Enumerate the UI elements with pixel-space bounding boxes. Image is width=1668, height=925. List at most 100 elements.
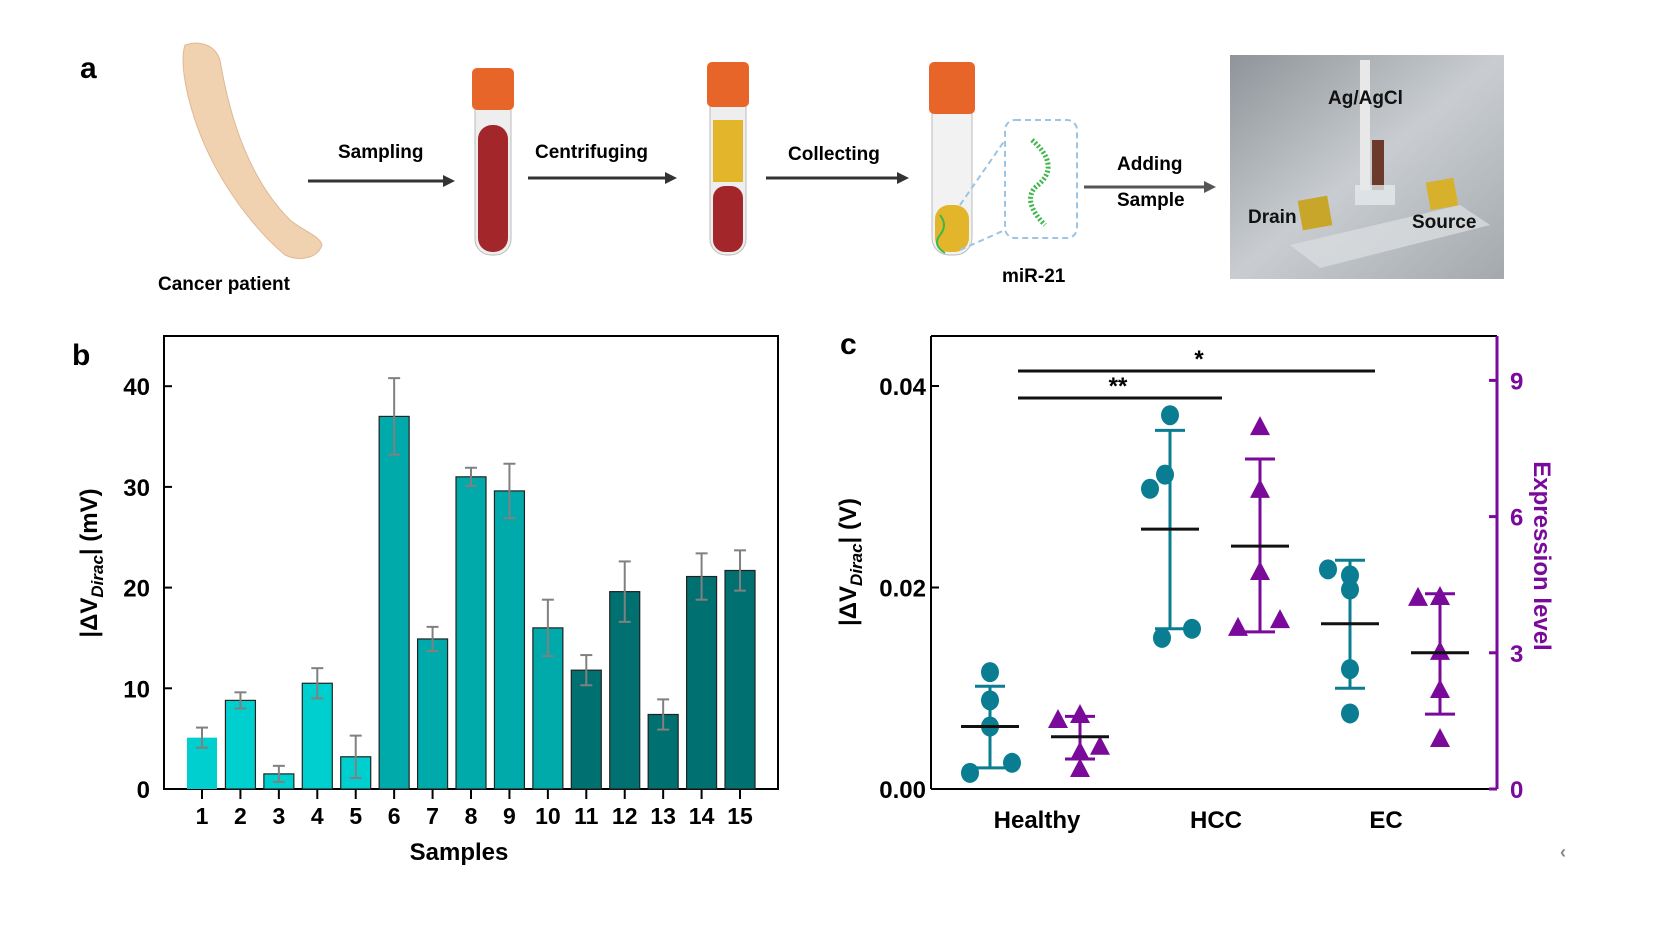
data-point-circle [981, 690, 999, 711]
x-tick-label-b: 7 [426, 803, 439, 829]
data-point-circle [981, 662, 999, 683]
data-point-triangle [1048, 708, 1068, 728]
y2-axis-label-c: Expression level [1528, 461, 1555, 650]
arrow-centrifuging [528, 172, 677, 184]
x-tick-label-b: 10 [535, 803, 561, 829]
x-axis-label-b: Samples [410, 839, 509, 866]
y-tick-label-c: 0.04 [879, 374, 926, 401]
x-tick-label-b: 1 [196, 803, 209, 829]
step-centrifuging: Centrifuging [535, 142, 648, 163]
data-point-triangle [1070, 758, 1090, 778]
data-point-circle [961, 762, 979, 783]
panel-c-scatter-chart: c |ΔVDirac| (V) Expression level 0.00 0.0… [835, 328, 1555, 834]
y-tick-label-b: 0 [137, 777, 150, 804]
significance-label: * [1194, 346, 1204, 373]
step-collecting: Collecting [788, 144, 880, 165]
mirna-zoom-box [959, 119, 1078, 251]
device-photo: Ag/AgCl Drain Source [1230, 55, 1504, 279]
x-tick-label-b: 6 [388, 803, 401, 829]
y-tick-label-b: 10 [123, 676, 150, 703]
y-tick-label-b: 20 [123, 576, 150, 603]
x-tick-label-b: 11 [574, 803, 599, 829]
x-tick-label-c-ec: EC [1369, 807, 1402, 834]
y2-tick-label-c: 9 [1510, 368, 1523, 395]
data-point-circle [1341, 579, 1359, 600]
panel-a: a Cancer patient Sampling Centrifuging C… [80, 42, 1504, 295]
significance-label: ** [1109, 373, 1128, 400]
data-point-circle [1341, 703, 1359, 724]
x-tick-label-b: 9 [503, 803, 516, 829]
data-point-circle [1161, 405, 1179, 426]
arrow-collecting [766, 172, 909, 184]
y-axis-label-b: |ΔVDirac| (mV) [76, 488, 107, 637]
x-tick-label-b: 12 [612, 803, 638, 829]
patient-label: Cancer patient [158, 274, 291, 295]
data-point-triangle [1430, 585, 1450, 605]
data-point-triangle [1430, 679, 1450, 699]
data-point-triangle [1408, 586, 1428, 606]
x-tick-label-b: 2 [234, 803, 247, 829]
x-tick-label-b: 14 [689, 803, 715, 829]
data-point-triangle [1430, 728, 1450, 748]
x-tick-label-b: 3 [272, 803, 285, 829]
y-tick-label-b: 40 [123, 374, 150, 401]
step-sampling: Sampling [338, 142, 424, 163]
mirna-label: miR-21 [1002, 266, 1066, 287]
bar-sample-7 [416, 638, 449, 790]
bar-sample-14 [685, 575, 718, 790]
x-tick-label-b: 13 [650, 803, 676, 829]
data-point-circle [1319, 559, 1337, 580]
bar-sample-9 [493, 490, 526, 790]
step-adding: Adding [1117, 154, 1182, 175]
y2-tick-label-c: 0 [1510, 777, 1523, 804]
data-point-circle [1156, 464, 1174, 485]
arrow-adding-sample [1084, 181, 1216, 193]
plasma-tube-icon [929, 62, 975, 256]
blood-tube-icon [472, 68, 514, 256]
data-point-triangle [1070, 703, 1090, 723]
x-tick-label-b: 15 [727, 803, 753, 829]
panel-label-a: a [80, 52, 97, 85]
y-tick-label-b: 30 [123, 475, 150, 502]
corner-glyph: ‹ [1560, 842, 1566, 862]
mirna-helix-icon [1028, 138, 1051, 227]
x-tick-label-b: 4 [311, 803, 324, 829]
data-point-circle [1183, 618, 1201, 639]
data-point-circle [1141, 478, 1159, 499]
x-tick-label-c-healthy: Healthy [994, 807, 1081, 834]
bar-sample-2 [224, 699, 257, 790]
bar-sample-8 [455, 476, 487, 790]
drain-label: Drain [1248, 207, 1297, 228]
arm-illustration [182, 42, 323, 259]
step-sample: Sample [1117, 190, 1185, 211]
y2-tick-label-c: 3 [1510, 641, 1523, 668]
source-label: Source [1412, 212, 1476, 233]
data-point-triangle [1250, 416, 1270, 436]
electrode-label: Ag/AgCl [1328, 88, 1403, 109]
y-tick-label-c: 0.00 [879, 777, 926, 804]
y-tick-label-c: 0.02 [879, 576, 926, 603]
arrow-sampling [308, 175, 455, 187]
panel-label-c: c [840, 328, 857, 361]
x-tick-label-b: 5 [349, 803, 362, 829]
data-point-triangle [1250, 478, 1270, 498]
y2-tick-label-c: 6 [1510, 505, 1523, 532]
panel-label-b: b [72, 339, 90, 372]
data-point-triangle [1090, 735, 1110, 755]
data-point-circle [1341, 659, 1359, 680]
centrifuged-tube-icon [707, 62, 749, 256]
bar-sample-4 [301, 682, 333, 790]
bar-sample-11 [570, 669, 602, 790]
x-tick-label-c-hcc: HCC [1190, 807, 1242, 834]
y-axis-label-c: |ΔVDirac| (V) [835, 498, 866, 626]
data-point-circle [1341, 565, 1359, 586]
data-point-triangle [1430, 640, 1450, 660]
data-point-triangle [1228, 616, 1248, 636]
data-point-circle [1003, 752, 1021, 773]
data-point-triangle [1270, 609, 1290, 629]
data-point-circle [1153, 627, 1171, 648]
bar-sample-15 [724, 569, 756, 790]
data-point-triangle [1250, 560, 1270, 580]
